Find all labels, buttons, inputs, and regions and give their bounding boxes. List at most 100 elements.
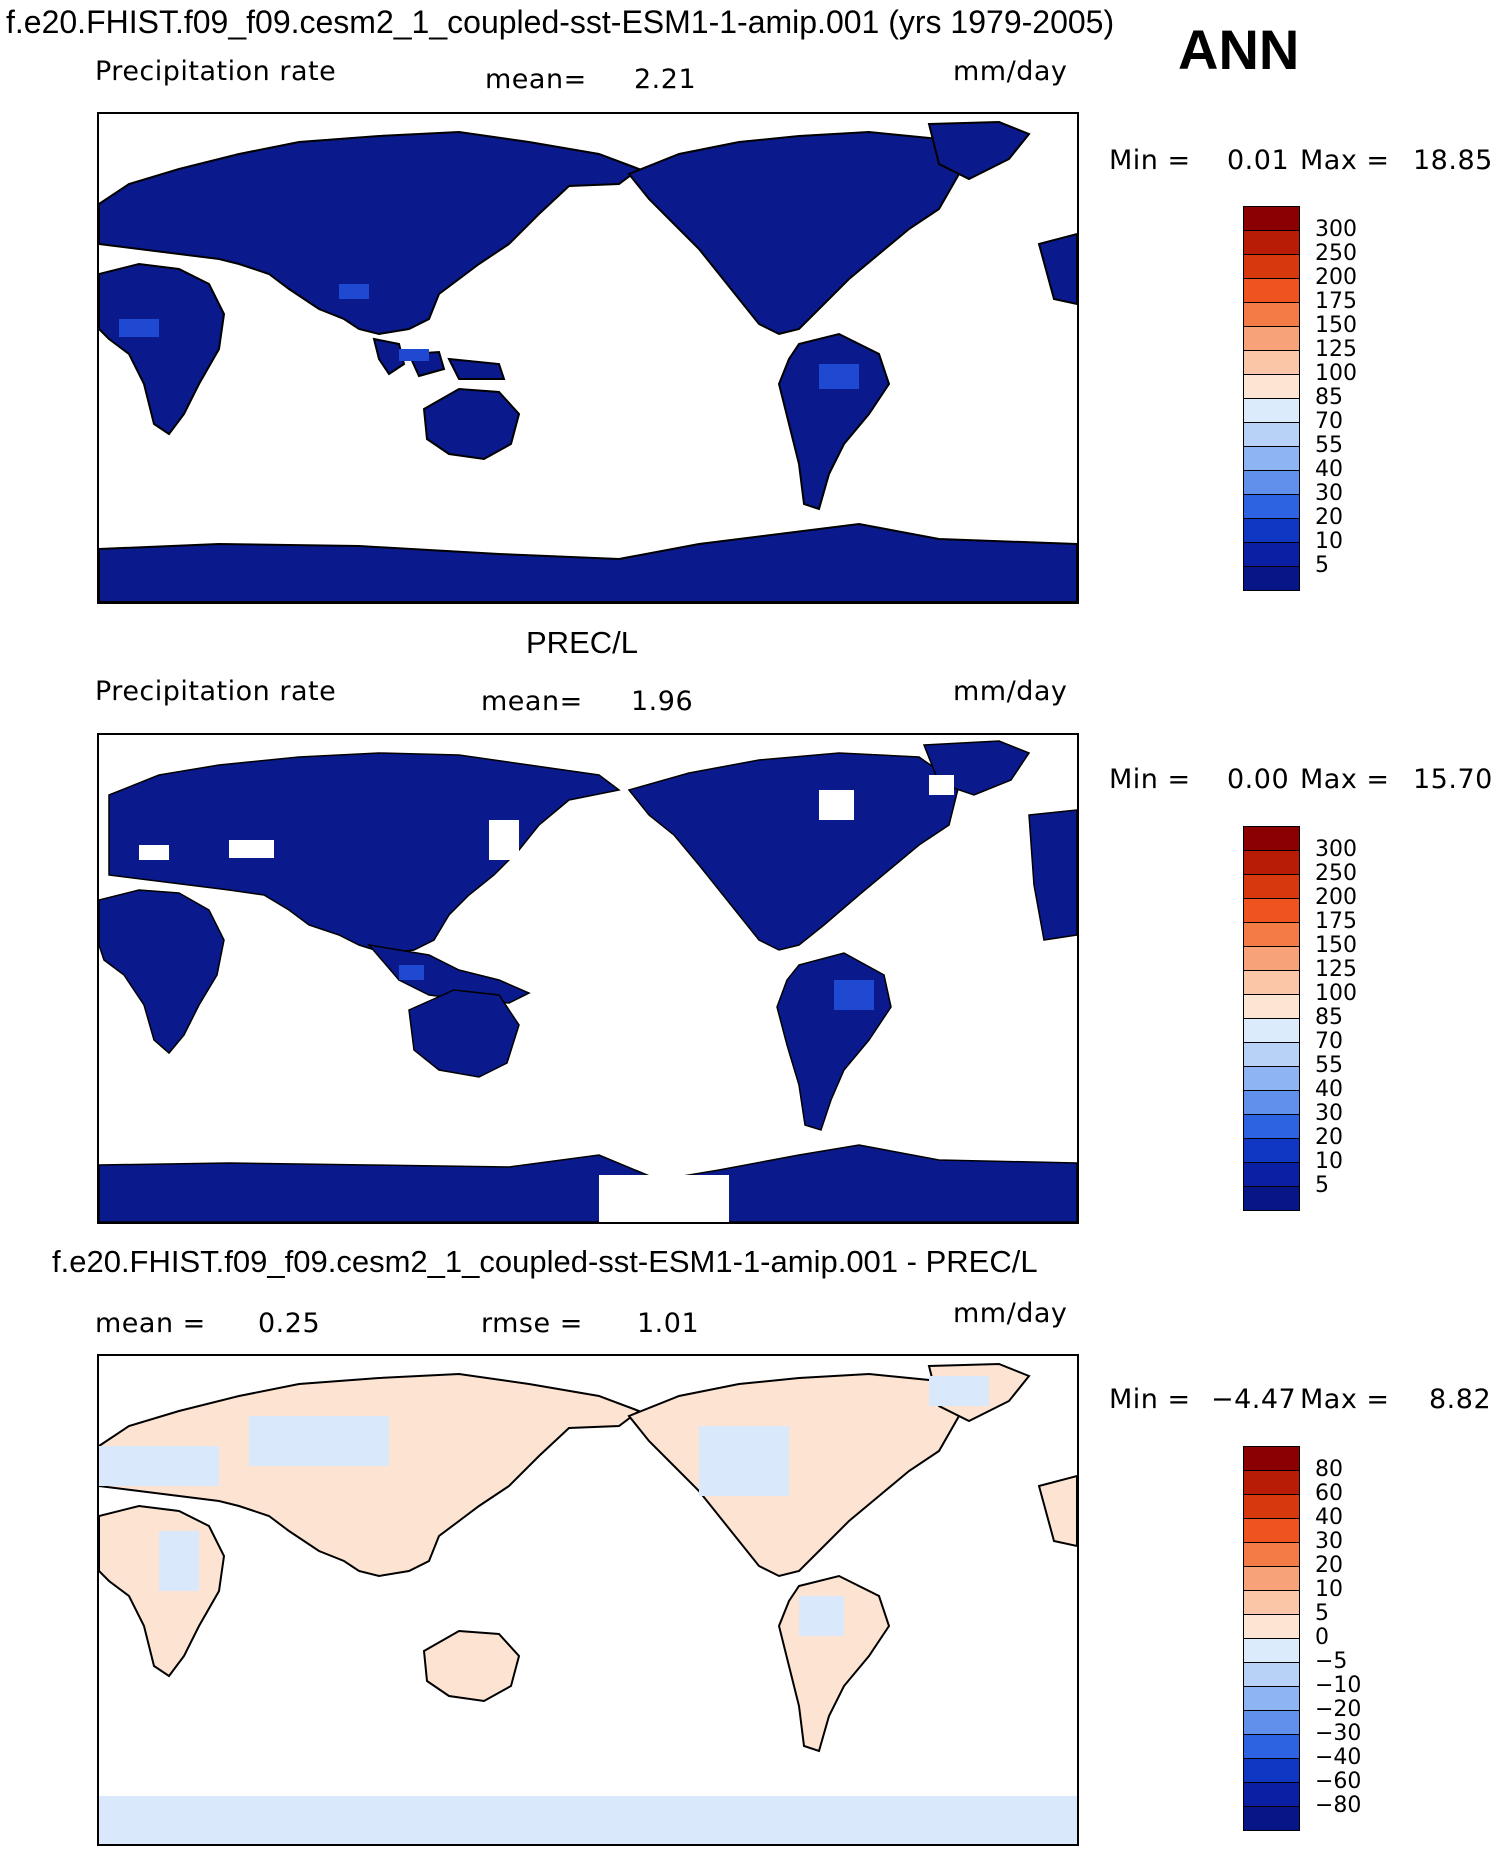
panel1-min-value: 0.01 — [1227, 145, 1290, 176]
panel1-max-value: 18.85 — [1413, 145, 1493, 176]
colorbar-swatch — [1243, 1494, 1300, 1519]
colorbar-label: 100 — [1315, 981, 1357, 1006]
colorbar-swatch — [1243, 518, 1300, 543]
panel2-variable: Precipitation rate — [95, 676, 337, 707]
colorbar-swatch — [1243, 1638, 1300, 1663]
colorbar-label: 30 — [1315, 1101, 1343, 1126]
panel1-min-label: Min = — [1109, 145, 1191, 176]
panel3-units: mm/day — [953, 1298, 1068, 1329]
colorbar-swatch — [1243, 1710, 1300, 1735]
colorbar-swatch — [1243, 1758, 1300, 1783]
colorbar-swatch — [1243, 422, 1300, 447]
colorbar-swatch — [1243, 494, 1300, 519]
colorbar-swatch — [1243, 970, 1300, 995]
colorbar-swatch — [1243, 1782, 1300, 1807]
colorbar-swatch — [1243, 1066, 1300, 1091]
colorbar-swatch — [1243, 206, 1300, 231]
panel1-colorbar: 300 250 200 175 150 125 100 85 70 55 40 30 20 10 5 — [1243, 206, 1423, 592]
panel3-world-map — [99, 1362, 1077, 1844]
colorbar-swatch — [1243, 1138, 1300, 1163]
colorbar-swatch — [1243, 446, 1300, 471]
panel3-subtitle: f.e20.FHIST.f09_f09.cesm2_1_coupled-sst-… — [52, 1244, 1038, 1279]
colorbar-label: 70 — [1315, 1029, 1343, 1054]
panel1-mean-label: mean= — [485, 64, 587, 95]
panel3-min-label: Min = — [1109, 1384, 1191, 1415]
colorbar-swatch — [1243, 398, 1300, 423]
colorbar-label: 175 — [1315, 909, 1357, 934]
colorbar-label: 150 — [1315, 313, 1357, 338]
colorbar-swatch — [1243, 946, 1300, 971]
panel3-map — [97, 1354, 1079, 1846]
colorbar-swatch — [1243, 898, 1300, 923]
colorbar-label: 5 — [1315, 1601, 1329, 1626]
panel3-rmse-label: rmse = — [481, 1308, 583, 1339]
colorbar-label: −40 — [1315, 1745, 1362, 1770]
colorbar-label: 55 — [1315, 433, 1343, 458]
panel1-land — [99, 120, 1077, 602]
colorbar-swatch — [1243, 470, 1300, 495]
colorbar-label: 250 — [1315, 861, 1357, 886]
panel2-land — [99, 740, 1077, 1222]
colorbar-label: 10 — [1315, 1149, 1343, 1174]
colorbar-swatch — [1243, 566, 1300, 591]
panel3-negative-regions — [99, 1376, 1077, 1844]
panel3-mean-label: mean = — [95, 1308, 206, 1339]
colorbar-swatch — [1243, 1734, 1300, 1759]
colorbar-label: 20 — [1315, 1125, 1343, 1150]
colorbar-swatch — [1243, 350, 1300, 375]
colorbar-label: 60 — [1315, 1481, 1343, 1506]
colorbar-swatch — [1243, 1566, 1300, 1591]
panel2-dry-patches — [139, 775, 954, 1222]
panel3-mean-value: 0.25 — [258, 1308, 321, 1339]
colorbar-swatch — [1243, 1542, 1300, 1567]
colorbar-swatch — [1243, 1590, 1300, 1615]
colorbar-swatch — [1243, 1686, 1300, 1711]
colorbar-swatch — [1243, 542, 1300, 567]
colorbar-swatch — [1243, 1446, 1300, 1471]
figure-title: f.e20.FHIST.f09_f09.cesm2_1_coupled-sst-… — [6, 4, 1115, 40]
panel3-colorbar: 80 60 40 30 20 10 5 0 −5 −10 −20 −30 −40 −60 −80 — [1243, 1446, 1423, 1832]
colorbar-swatch — [1243, 874, 1300, 899]
colorbar-label: 5 — [1315, 553, 1329, 578]
colorbar-swatch — [1243, 1518, 1300, 1543]
panel2-mean-value: 1.96 — [631, 686, 694, 717]
colorbar-swatch — [1243, 278, 1300, 303]
panel3-min-value: −4.47 — [1211, 1384, 1297, 1415]
colorbar-label: 40 — [1315, 1505, 1343, 1530]
colorbar-label: −60 — [1315, 1769, 1362, 1794]
panel2-max-label: Max = — [1300, 764, 1390, 795]
colorbar-label: 300 — [1315, 217, 1357, 242]
panel1-max-label: Max = — [1300, 145, 1390, 176]
colorbar-swatch — [1243, 1090, 1300, 1115]
colorbar-label: 100 — [1315, 361, 1357, 386]
colorbar-label: 125 — [1315, 957, 1357, 982]
panel2-colorbar: 300 250 200 175 150 125 100 85 70 55 40 30 20 10 5 — [1243, 826, 1423, 1212]
colorbar-label: 55 — [1315, 1053, 1343, 1078]
panel2-map — [97, 733, 1079, 1224]
colorbar-label: 40 — [1315, 1077, 1343, 1102]
colorbar-swatch — [1243, 230, 1300, 255]
colorbar-label: 80 — [1315, 1457, 1343, 1482]
colorbar-swatch — [1243, 1614, 1300, 1639]
colorbar-swatch — [1243, 922, 1300, 947]
colorbar-label: 10 — [1315, 1577, 1343, 1602]
colorbar-label: 70 — [1315, 409, 1343, 434]
colorbar-label: 10 — [1315, 529, 1343, 554]
colorbar-label: 20 — [1315, 505, 1343, 530]
colorbar-label: 85 — [1315, 385, 1343, 410]
colorbar-swatch — [1243, 302, 1300, 327]
colorbar-swatch — [1243, 1470, 1300, 1495]
colorbar-swatch — [1243, 1186, 1300, 1211]
colorbar-label: 200 — [1315, 885, 1357, 910]
colorbar-label: 0 — [1315, 1625, 1329, 1650]
season-label: ANN — [1178, 18, 1300, 81]
colorbar-label: 250 — [1315, 241, 1357, 266]
colorbar-swatch — [1243, 1662, 1300, 1687]
colorbar-label: 175 — [1315, 289, 1357, 314]
colorbar-swatch — [1243, 1806, 1300, 1831]
colorbar-label: 30 — [1315, 1529, 1343, 1554]
colorbar-swatch — [1243, 1018, 1300, 1043]
panel1-wet-regions — [119, 284, 859, 389]
colorbar-swatch — [1243, 826, 1300, 851]
panel1-variable: Precipitation rate — [95, 56, 337, 87]
